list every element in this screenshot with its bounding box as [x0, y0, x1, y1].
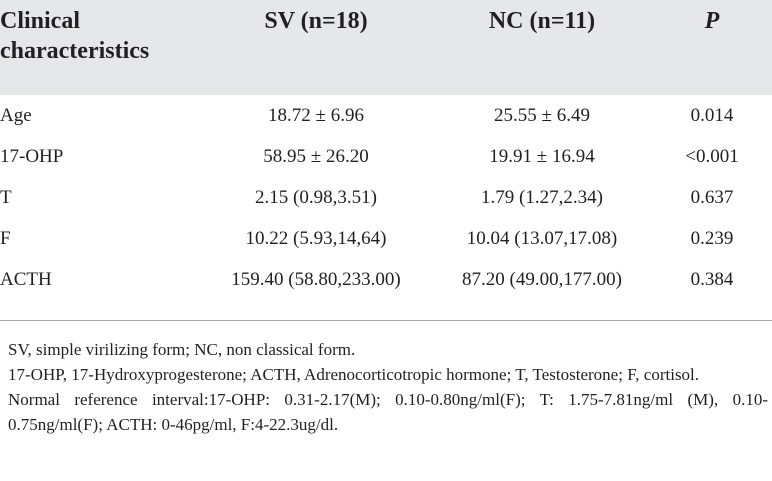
row-label: 17-OHP [0, 145, 64, 167]
footnote-reference-intervals: Normal reference interval:17-OHP: 0.31-2… [8, 390, 768, 434]
header-clinical-characteristics: Clinical characteristics [0, 8, 150, 64]
nc-value: 25.55 ± 6.49 [494, 104, 590, 126]
footnote-abbreviations-groups: SV, simple virilizing form; NC, non clas… [8, 340, 356, 359]
row-label: ACTH [0, 268, 52, 290]
p-value: 0.014 [690, 104, 734, 126]
sv-value: 159.40 (58.80,233.00) [231, 268, 401, 290]
table-row: ACTH 159.40 (58.80,233.00) 87.20 (49.00,… [0, 259, 772, 300]
p-value: 0.239 [690, 227, 734, 249]
row-label: F [0, 227, 11, 249]
row-label: Age [0, 104, 32, 126]
row-label: T [0, 186, 12, 208]
footnote-abbreviations-hormones: 17-OHP, 17-Hydroxyprogesterone; ACTH, Ad… [8, 365, 700, 384]
p-value: 0.637 [690, 186, 734, 208]
sv-value: 18.72 ± 6.96 [268, 104, 364, 126]
table-row: Age 18.72 ± 6.96 25.55 ± 6.49 0.014 [0, 95, 772, 136]
p-value: <0.001 [685, 145, 739, 167]
nc-value: 1.79 (1.27,2.34) [481, 186, 603, 208]
table-row: F 10.22 (5.93,14,64) 10.04 (13.07,17.08)… [0, 218, 772, 259]
sv-value: 58.95 ± 26.20 [263, 145, 369, 167]
table-header-row: Clinical characteristics SV (n=18) NC (n… [0, 0, 772, 95]
clinical-characteristics-table: Clinical characteristics SV (n=18) NC (n… [0, 0, 772, 300]
table-row: 17-OHP 58.95 ± 26.20 19.91 ± 16.94 <0.00… [0, 136, 772, 177]
sv-value: 2.15 (0.98,3.51) [255, 186, 377, 208]
header-sv-group: SV (n=18) [264, 8, 368, 34]
header-p-value: P [704, 8, 720, 34]
p-value: 0.384 [690, 268, 734, 290]
table-row: T 2.15 (0.98,3.51) 1.79 (1.27,2.34) 0.63… [0, 177, 772, 218]
header-nc-group: NC (n=11) [488, 8, 596, 34]
nc-value: 87.20 (49.00,177.00) [462, 268, 622, 290]
nc-value: 10.04 (13.07,17.08) [466, 227, 618, 249]
table-bottom-rule [0, 320, 772, 321]
table-footnotes: SV, simple virilizing form; NC, non clas… [8, 337, 768, 437]
nc-value: 19.91 ± 16.94 [489, 145, 595, 167]
sv-value: 10.22 (5.93,14,64) [245, 227, 387, 249]
